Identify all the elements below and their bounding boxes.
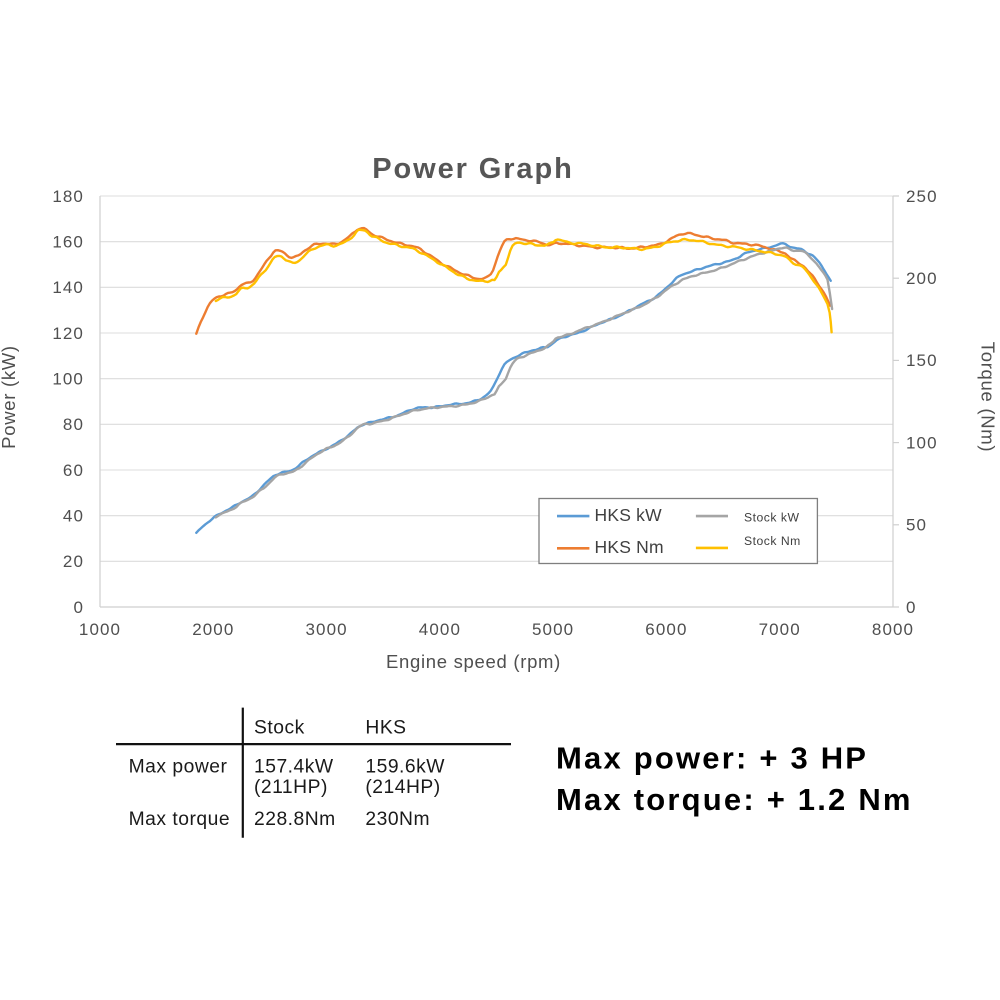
svg-text:Stock kW: Stock kW xyxy=(744,511,799,525)
svg-text:Engine speed (rpm): Engine speed (rpm) xyxy=(386,651,561,672)
svg-text:250: 250 xyxy=(906,187,938,206)
svg-text:3000: 3000 xyxy=(305,620,347,639)
svg-text:(214HP): (214HP) xyxy=(365,777,440,798)
svg-text:120: 120 xyxy=(52,324,84,343)
svg-text:1000: 1000 xyxy=(79,620,121,639)
svg-text:100: 100 xyxy=(52,370,84,389)
svg-text:180: 180 xyxy=(52,187,84,206)
svg-text:230Nm: 230Nm xyxy=(365,809,430,830)
svg-text:Power Graph: Power Graph xyxy=(372,153,573,185)
svg-text:Max torque: Max torque xyxy=(129,809,230,830)
svg-text:60: 60 xyxy=(63,461,84,480)
svg-text:Max power: + 3 HP: Max power: + 3 HP xyxy=(556,741,868,776)
svg-text:157.4kW: 157.4kW xyxy=(254,757,334,778)
svg-text:50: 50 xyxy=(906,516,927,535)
svg-text:Torque (Nm): Torque (Nm) xyxy=(978,342,999,453)
svg-text:4000: 4000 xyxy=(419,620,461,639)
svg-text:HKS: HKS xyxy=(365,718,406,739)
svg-text:Max torque: + 1.2 Nm: Max torque: + 1.2 Nm xyxy=(556,782,913,817)
svg-text:2000: 2000 xyxy=(192,620,234,639)
svg-text:(211HP): (211HP) xyxy=(254,777,328,798)
svg-text:20: 20 xyxy=(63,552,84,571)
svg-text:160: 160 xyxy=(52,233,84,252)
svg-text:40: 40 xyxy=(63,507,84,526)
svg-text:80: 80 xyxy=(63,415,84,434)
svg-text:150: 150 xyxy=(906,351,938,370)
svg-text:8000: 8000 xyxy=(872,620,914,639)
svg-text:100: 100 xyxy=(906,433,938,452)
svg-text:159.6kW: 159.6kW xyxy=(365,757,445,778)
svg-text:228.8Nm: 228.8Nm xyxy=(254,809,336,830)
svg-text:HKS Nm: HKS Nm xyxy=(595,537,664,557)
svg-text:6000: 6000 xyxy=(645,620,687,639)
svg-text:HKS kW: HKS kW xyxy=(595,505,663,525)
svg-text:5000: 5000 xyxy=(532,620,574,639)
svg-text:Stock: Stock xyxy=(254,718,305,739)
svg-text:Stock Nm: Stock Nm xyxy=(744,534,801,548)
svg-text:140: 140 xyxy=(52,278,84,297)
svg-text:0: 0 xyxy=(73,598,84,617)
svg-text:7000: 7000 xyxy=(759,620,801,639)
svg-text:200: 200 xyxy=(906,269,938,288)
svg-text:Power (kW): Power (kW) xyxy=(0,345,19,449)
svg-text:Max power: Max power xyxy=(129,757,228,778)
svg-text:0: 0 xyxy=(906,598,917,617)
